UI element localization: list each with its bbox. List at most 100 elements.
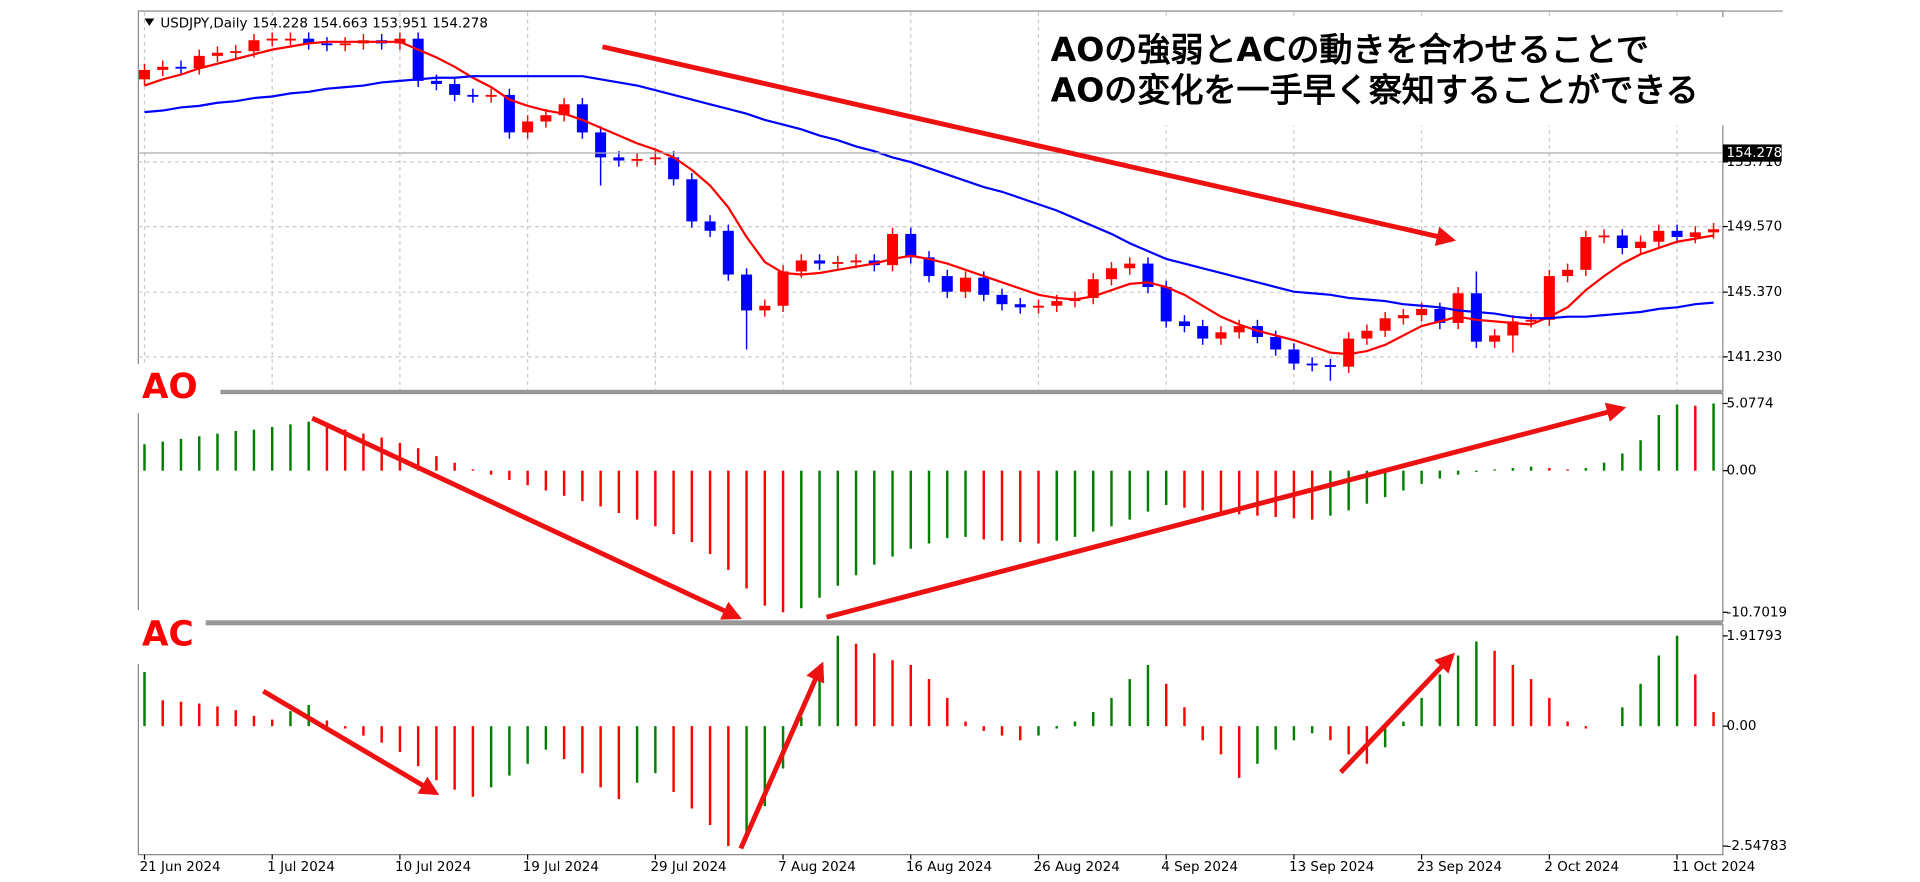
candle-body [503, 94, 515, 133]
header-high: 154.663 [312, 15, 368, 31]
last-price-box [1722, 144, 1782, 162]
plot-layer: 21 Jun 2024 1 Jul 2024 10 Jul 2024 19 Jul 2… [138, 12, 1787, 875]
candle-body [1324, 365, 1336, 367]
candle-body [1507, 321, 1519, 336]
x-tick-label: 2 Oct 2024 [1544, 859, 1619, 875]
candle-body [321, 43, 333, 46]
candle-body [193, 55, 205, 69]
note-line: AOの強弱とACの動きを合わせることで [1051, 30, 1649, 69]
x-tick-label: 10 Jul 2024 [395, 859, 471, 875]
candle-body [613, 157, 625, 161]
x-tick-label: 19 Jul 2024 [523, 859, 599, 875]
candle-body [960, 277, 972, 292]
candle-body [1653, 230, 1665, 242]
candle-body [1470, 293, 1482, 342]
header-open: 154.228 [252, 15, 308, 31]
x-tick-label: 16 Aug 2024 [906, 859, 992, 875]
candle-body [1671, 230, 1683, 238]
candle-body [558, 104, 570, 116]
y-tick-label: 145.370 [1727, 284, 1783, 300]
candle-body [1160, 287, 1172, 322]
candle-body [1635, 241, 1647, 248]
candle-body [230, 51, 242, 54]
candle-body [1178, 321, 1190, 327]
candle-body [1543, 276, 1555, 320]
candle-body [1708, 229, 1720, 233]
candle-body [1105, 268, 1117, 280]
arrow [1339, 652, 1455, 774]
candle-body [595, 132, 607, 158]
ao-title: AO [142, 367, 198, 407]
candle-body [467, 94, 479, 97]
candle-body [941, 276, 953, 292]
panel-frames [137, 10, 1783, 856]
x-tick-label: 1 Jul 2024 [267, 859, 335, 875]
panel-separator [138, 389, 1723, 394]
y-tick-label: 0.00 [1727, 718, 1757, 734]
candle-body [905, 233, 917, 258]
candle-body [1616, 235, 1628, 248]
candle-body [850, 260, 862, 263]
candle-body [522, 121, 534, 133]
candle-body [1270, 337, 1282, 350]
candle-body [138, 69, 150, 80]
candle-body [923, 257, 935, 277]
candle-body [1087, 279, 1099, 298]
y-tick-label: 149.570 [1727, 219, 1783, 235]
candle-body [266, 38, 278, 41]
ac-title: AC [142, 614, 194, 654]
candle-body [1032, 305, 1044, 308]
x-tick-label: 29 Jul 2024 [650, 859, 726, 875]
candle-body [1233, 326, 1245, 333]
candle-body [157, 66, 169, 70]
x-tick-label: 23 Sep 2024 [1417, 859, 1502, 875]
candle-body [1452, 293, 1464, 323]
candle-body [1489, 335, 1501, 342]
candle-body [887, 233, 899, 266]
overlay: USDJPY,Daily 154.228 154.663 153.951 154… [137, 15, 1783, 850]
candle-body [1379, 318, 1391, 331]
arrows [262, 44, 1627, 850]
candle-body [668, 157, 680, 180]
candle-body [631, 158, 643, 161]
header-close: 154.278 [432, 15, 488, 31]
candle-body [1689, 232, 1701, 238]
symbol-title: USDJPY,Daily [160, 15, 247, 31]
y-tick-label: -2.54783 [1727, 838, 1788, 854]
arrow [262, 688, 440, 796]
candle-body [1598, 235, 1610, 238]
candle-body [1562, 269, 1574, 277]
arrow [311, 415, 742, 620]
candle-body [339, 43, 351, 46]
x-tick-label: 7 Aug 2024 [778, 859, 856, 875]
candle-body [1343, 338, 1355, 367]
candle-body [1416, 308, 1428, 316]
arrow [601, 44, 1457, 246]
candle-body [303, 38, 315, 44]
candle-body [795, 260, 807, 272]
candle-body [175, 66, 187, 69]
menu-triangle [144, 18, 155, 26]
candle-body [412, 38, 424, 81]
candle-body [832, 262, 844, 264]
arrow [738, 661, 825, 850]
candle-body [1288, 349, 1300, 364]
ma-line [144, 75, 1714, 320]
candle-body [1051, 301, 1063, 306]
candle-body [1361, 330, 1373, 339]
candle-body [741, 274, 753, 311]
y-tick-label: 1.91793 [1727, 628, 1783, 644]
candle-body [1306, 363, 1318, 366]
candle-body [576, 104, 588, 133]
ao-panel-frame [137, 392, 1724, 622]
candle-body [485, 94, 497, 97]
candle-body [540, 115, 552, 122]
candle-body [722, 230, 734, 275]
header-low: 153.951 [372, 15, 428, 31]
y-tick-label: 5.0774 [1727, 395, 1774, 411]
y-tick-label: 0.00 [1727, 463, 1757, 479]
candle-body [1525, 319, 1537, 322]
y-tick-label: -10.7019 [1727, 604, 1788, 620]
candle-body [996, 294, 1008, 305]
